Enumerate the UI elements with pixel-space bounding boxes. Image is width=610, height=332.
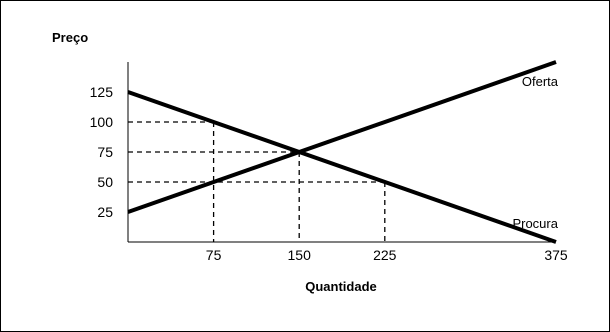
y-tick-label: 50 [97,174,113,190]
y-axis-title: Preço [52,30,88,45]
x-tick-label: 375 [544,247,568,263]
y-tick-label: 100 [90,114,114,130]
procura-label: Procura [512,216,558,231]
y-tick-label: 25 [97,204,113,220]
oferta-line [127,60,557,214]
x-tick-label: 75 [206,247,222,263]
y-tick-label: 75 [97,144,113,160]
y-tick-label: 125 [90,84,114,100]
oferta-label: Oferta [522,74,559,89]
x-tick-label: 150 [288,247,312,263]
x-axis-title: Quantidade [305,279,377,294]
x-tick-label: 225 [373,247,397,263]
procura-line [127,90,557,244]
